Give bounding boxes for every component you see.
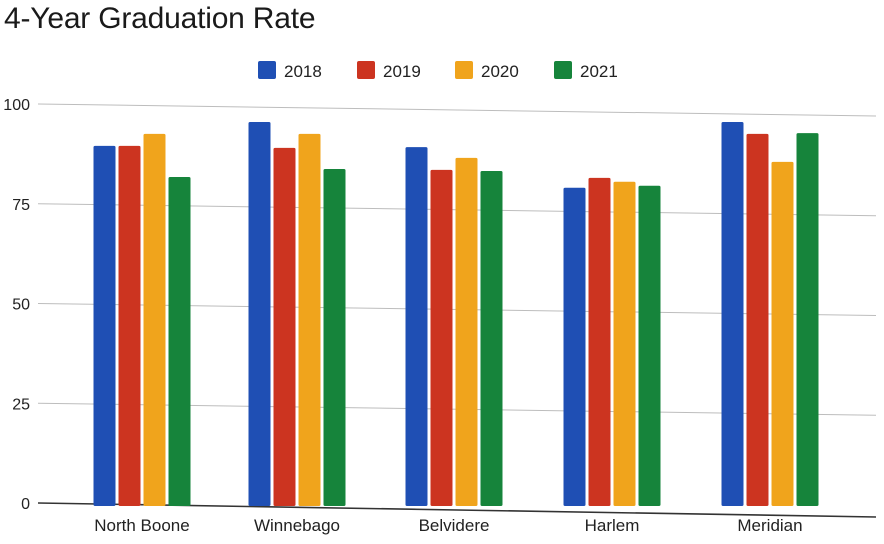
bar [323, 169, 346, 507]
x-category-label: Harlem [585, 516, 640, 535]
legend-swatch [554, 61, 572, 79]
bar [613, 181, 636, 506]
bar [746, 133, 769, 507]
bar [298, 133, 321, 507]
bar [168, 177, 191, 506]
bar [143, 133, 166, 507]
bar [771, 161, 794, 507]
legend: 2018 2019 2020 2021 [258, 61, 618, 81]
bar [588, 177, 611, 506]
x-category-label: Meridian [737, 516, 802, 535]
y-tick-label: 50 [12, 297, 30, 314]
bar [455, 157, 478, 507]
bar [430, 169, 453, 506]
bar [796, 133, 819, 506]
legend-label: 2021 [580, 62, 618, 81]
bar [93, 145, 116, 506]
y-tick-label: 25 [12, 396, 30, 413]
y-tick-label: 75 [12, 197, 30, 214]
bar [248, 121, 271, 506]
gridline [37, 103, 877, 117]
bar [405, 147, 428, 507]
bar [480, 171, 503, 507]
legend-swatch [357, 61, 375, 79]
x-axis-labels: North Boone Winnebago Belvidere Harlem Merid… [94, 516, 802, 535]
chart-title: 4-Year Graduation Rate [4, 2, 316, 35]
bars [93, 121, 819, 507]
bar [118, 145, 141, 506]
y-axis-ticks: 0 25 50 75 100 [3, 97, 30, 513]
bar [273, 147, 296, 506]
legend-label: 2019 [383, 62, 421, 81]
x-category-label: North Boone [94, 516, 189, 535]
y-tick-label: 0 [21, 496, 30, 513]
legend-label: 2020 [481, 62, 519, 81]
legend-swatch [455, 61, 473, 79]
bar [563, 187, 586, 507]
x-category-label: Winnebago [254, 516, 340, 535]
bar [638, 185, 661, 507]
bar [721, 121, 744, 506]
legend-label: 2018 [284, 62, 322, 81]
y-tick-label: 100 [3, 97, 30, 114]
x-category-label: Belvidere [419, 516, 490, 535]
legend-swatch [258, 61, 276, 79]
